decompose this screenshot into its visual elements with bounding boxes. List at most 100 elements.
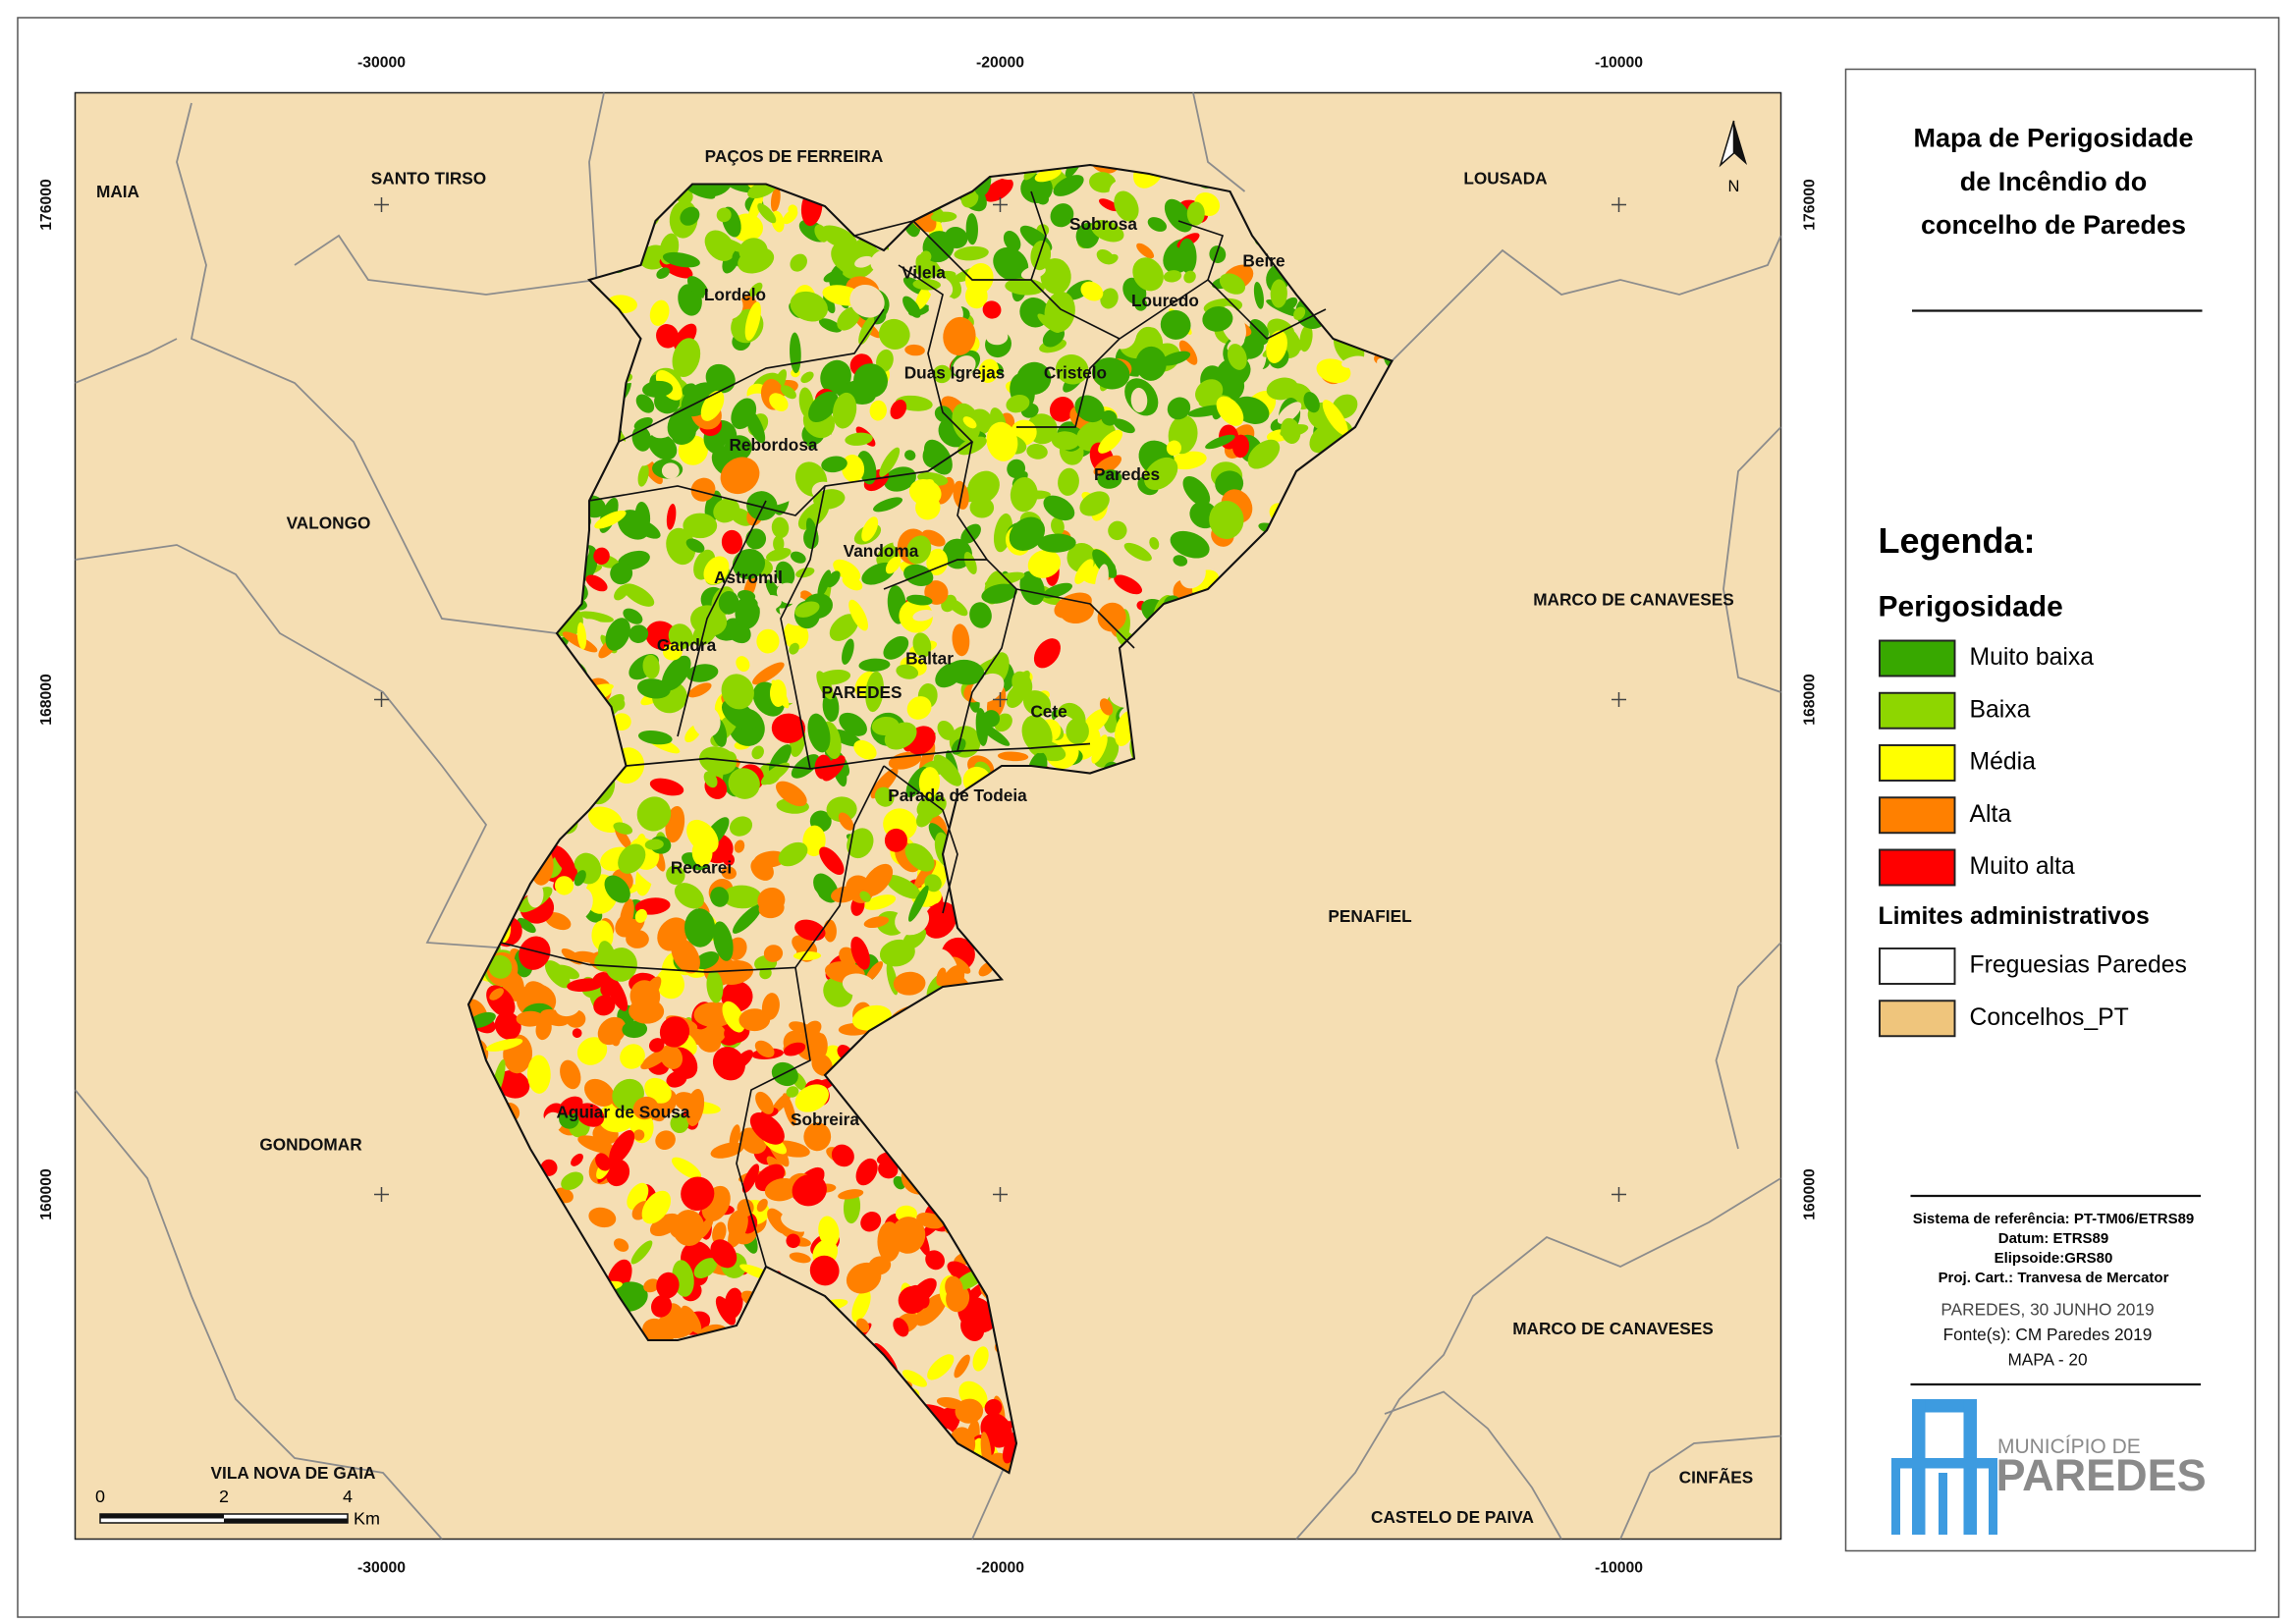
hazard-patch bbox=[674, 1092, 700, 1112]
hazard-patch bbox=[613, 822, 633, 835]
hazard-patch bbox=[791, 754, 820, 779]
hazard-patch bbox=[826, 570, 841, 588]
hazard-patch bbox=[1097, 602, 1126, 632]
hazard-patch bbox=[1100, 288, 1119, 309]
hazard-patch bbox=[771, 516, 790, 539]
hazard-patch bbox=[860, 1212, 882, 1232]
reference-info: Sistema de referência: PT-TM06/ETRS89 bbox=[1913, 1211, 2194, 1227]
hazard-patch bbox=[904, 344, 925, 356]
hazard-patch bbox=[792, 1173, 827, 1207]
hazard-patch bbox=[593, 547, 610, 566]
logo-text: MUNICÍPIO DE bbox=[1997, 1435, 2141, 1458]
hazard-patch bbox=[699, 746, 737, 776]
hazard-patch bbox=[712, 1221, 727, 1244]
hazard-patch bbox=[564, 887, 593, 921]
hazard-patch bbox=[764, 1177, 799, 1202]
hazard-patch bbox=[918, 1338, 933, 1355]
hazard-patch bbox=[1183, 270, 1196, 284]
hazard-patch bbox=[1040, 258, 1071, 295]
legend-swatch bbox=[1879, 848, 1956, 887]
hazard-patch bbox=[837, 306, 860, 331]
hazard-patch bbox=[576, 1037, 608, 1065]
grid-cross bbox=[373, 691, 389, 707]
hazard-patch bbox=[494, 1011, 521, 1040]
hazard-patch bbox=[651, 1294, 673, 1318]
hazard-patch bbox=[818, 318, 843, 333]
hazard-patch bbox=[808, 391, 839, 423]
hazard-patch bbox=[1160, 351, 1191, 366]
hazard-patch bbox=[644, 1077, 672, 1104]
hazard-patch bbox=[704, 230, 736, 261]
hazard-patch bbox=[907, 1284, 930, 1309]
hazard-patch bbox=[1094, 564, 1109, 601]
hazard-patch bbox=[1037, 313, 1061, 333]
hazard-patch bbox=[655, 1130, 676, 1150]
hazard-patch bbox=[883, 466, 916, 492]
hazard-patch bbox=[771, 1061, 798, 1087]
hazard-patch bbox=[829, 614, 859, 641]
hazard-patch bbox=[885, 556, 902, 574]
hazard-patch bbox=[985, 328, 1009, 346]
hazard-patch bbox=[770, 187, 781, 212]
hazard-patch bbox=[854, 255, 873, 268]
hazard-patch bbox=[943, 316, 976, 356]
hazard-patch bbox=[838, 1189, 864, 1200]
hazard-patch bbox=[1079, 491, 1110, 516]
hazard-patch bbox=[1074, 559, 1094, 584]
hazard-patch bbox=[1006, 395, 1030, 413]
parish-label: Vandoma bbox=[844, 541, 919, 561]
grid-cross bbox=[1611, 1186, 1626, 1202]
hazard-patch bbox=[902, 296, 921, 318]
hazard-patch bbox=[561, 947, 583, 965]
hazard-patch bbox=[1280, 424, 1309, 438]
hazard-patch bbox=[732, 903, 763, 934]
hazard-patch bbox=[845, 432, 873, 446]
hazard-patch bbox=[636, 796, 672, 832]
hazard-patch bbox=[554, 876, 574, 895]
hazard-patch bbox=[870, 249, 898, 273]
hazard-patch bbox=[1249, 319, 1269, 340]
parish-label: Sobrosa bbox=[1069, 214, 1137, 234]
hazard-patch bbox=[833, 559, 861, 582]
hazard-patch bbox=[751, 745, 764, 760]
hazard-patch bbox=[577, 1135, 616, 1154]
reference-info: Proj. Cart.: Tranvesa de Mercator bbox=[1939, 1270, 2169, 1286]
hazard-patch bbox=[666, 527, 696, 566]
hazard-patch bbox=[1090, 219, 1124, 243]
hazard-patch bbox=[809, 1255, 840, 1286]
hazard-patch bbox=[1130, 387, 1148, 412]
grid-cross bbox=[992, 691, 1008, 707]
hazard-patch bbox=[544, 911, 572, 931]
hazard-patch bbox=[748, 282, 763, 298]
hazard-patch bbox=[544, 960, 571, 989]
parish-label: Sobreira bbox=[791, 1110, 859, 1129]
municipality-label: PENAFIEL bbox=[1328, 906, 1411, 926]
hazard-patch bbox=[783, 621, 809, 650]
hazard-patch bbox=[967, 470, 1000, 504]
hazard-patch bbox=[884, 828, 907, 852]
hazard-patch bbox=[1099, 198, 1120, 212]
hazard-patch bbox=[879, 447, 901, 477]
hazard-patch bbox=[721, 699, 757, 731]
hazard-patch bbox=[781, 1212, 810, 1232]
hazard-patch bbox=[706, 970, 724, 1003]
hazard-patch bbox=[1135, 346, 1167, 381]
municipality-label: MARCO DE CANAVESES bbox=[1533, 590, 1734, 610]
hazard-patch bbox=[792, 935, 818, 957]
hazard-patch bbox=[674, 746, 698, 773]
hazard-patch bbox=[865, 671, 884, 713]
hazard-patch bbox=[1097, 469, 1122, 489]
hazard-patch bbox=[594, 510, 627, 529]
hazard-patch bbox=[1173, 555, 1188, 567]
hazard-patch bbox=[1091, 357, 1130, 390]
hazard-patch bbox=[847, 828, 874, 859]
hazard-patch bbox=[932, 364, 952, 384]
hazard-patch bbox=[1209, 245, 1227, 263]
hazard-patch bbox=[960, 1314, 985, 1341]
hazard-patch bbox=[952, 623, 970, 657]
hazard-patch bbox=[722, 885, 762, 909]
hazard-patch bbox=[776, 781, 807, 807]
hazard-patch bbox=[876, 349, 894, 373]
scale-unit: Km bbox=[354, 1509, 380, 1529]
